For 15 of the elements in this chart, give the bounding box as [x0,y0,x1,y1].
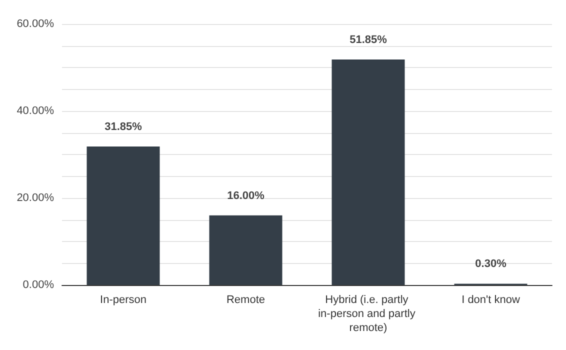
data-label: 31.85% [104,120,142,133]
bar [332,59,405,285]
data-label: 0.30% [475,258,507,270]
y-tick-label: 20.00% [16,192,54,204]
x-tick-label: I don't know [462,294,520,306]
y-tick-label: 0.00% [22,279,54,291]
x-tick-label: Remote [226,294,266,306]
y-tick-label: 40.00% [16,105,54,117]
data-label: 51.85% [350,34,388,46]
x-tick-label: In-person [100,294,146,306]
bar [86,146,160,285]
data-label: 16.00% [227,190,265,202]
y-tick-label: 60.00% [16,18,54,30]
x-tick-label: Hybrid (i.e. partly in-person and partly remote) [318,294,418,334]
bar [209,215,282,285]
